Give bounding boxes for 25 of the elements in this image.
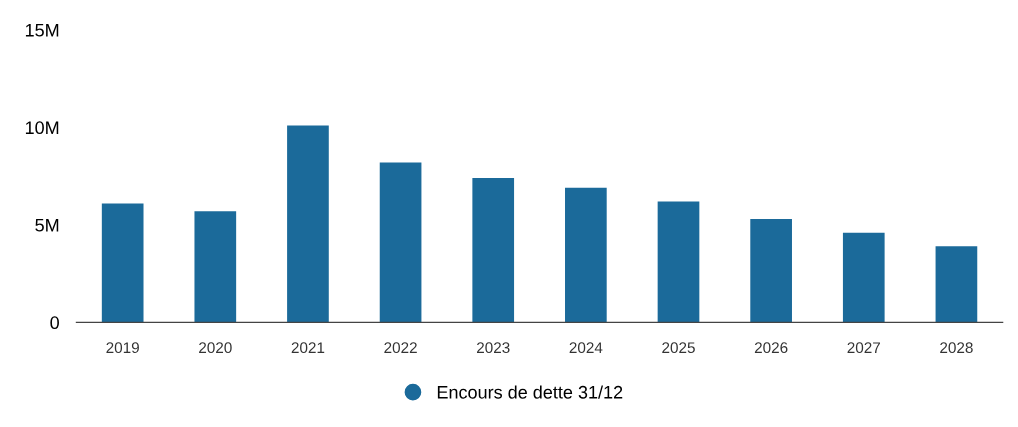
bar [101, 203, 144, 323]
bar [657, 201, 700, 323]
x-tick-label: 2023 [477, 342, 510, 354]
bar [565, 187, 607, 323]
bar [379, 162, 422, 323]
x-tick-label: 2027 [847, 342, 880, 354]
y-tick-label: 10M [25, 121, 59, 135]
y-tick-label: 5M [35, 219, 59, 232]
x-tick-label: 2021 [291, 342, 325, 354]
bar [935, 246, 978, 323]
legend-label: Encours de dette 31/12 [437, 385, 623, 399]
x-tick-label: 2026 [754, 342, 788, 354]
x-tick-label: 2025 [662, 342, 695, 354]
bar [472, 178, 515, 323]
bar [842, 232, 885, 323]
bar [194, 211, 237, 323]
bar [287, 125, 329, 323]
x-tick-label: 2024 [569, 342, 603, 354]
x-tick-label: 2028 [940, 342, 973, 354]
x-tick-label: 2022 [384, 342, 417, 354]
y-tick-label: 0 [50, 316, 59, 330]
bar [750, 219, 792, 323]
y-tick-label: 15M [25, 24, 59, 37]
x-tick-label: 2020 [199, 342, 232, 354]
x-tick-label: 2019 [106, 342, 139, 354]
